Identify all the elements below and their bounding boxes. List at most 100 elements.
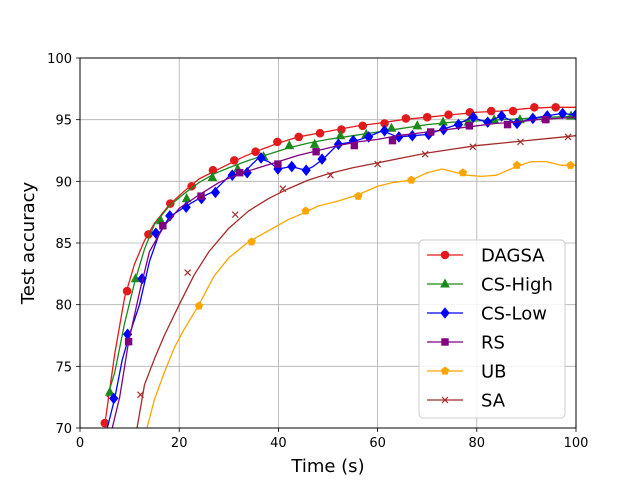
legend-label: RS xyxy=(481,333,505,354)
x-tick-label: 100 xyxy=(564,436,589,451)
legend-entry-cs-high: CS-High xyxy=(427,275,553,296)
x-tick-label: 40 xyxy=(270,436,287,451)
data-point xyxy=(364,131,374,143)
data-point xyxy=(496,110,507,122)
data-point xyxy=(159,222,167,230)
y-axis-label: Test accuracy xyxy=(18,181,39,305)
data-point xyxy=(287,160,297,173)
data-point xyxy=(104,386,115,396)
y-tick-label: 80 xyxy=(55,299,72,314)
legend-label: SA xyxy=(481,391,506,412)
data-point xyxy=(444,110,453,120)
data-point xyxy=(421,150,429,158)
data-point xyxy=(453,118,464,131)
data-point xyxy=(354,191,363,200)
data-point xyxy=(194,301,204,310)
data-point xyxy=(301,164,311,177)
legend-entry-dagsa: DAGSA xyxy=(427,246,545,267)
data-point xyxy=(412,120,423,130)
data-point xyxy=(564,133,572,141)
data-point xyxy=(274,160,282,168)
data-point xyxy=(309,138,320,148)
data-point xyxy=(422,112,432,122)
legend-entry-cs-low: CS-Low xyxy=(427,304,547,325)
data-point xyxy=(407,175,416,184)
legend-entry-ub: UB xyxy=(427,362,507,383)
data-point xyxy=(247,237,256,246)
data-point xyxy=(165,210,175,222)
series-ub xyxy=(146,160,576,428)
data-point xyxy=(530,103,539,112)
data-point xyxy=(358,121,368,131)
data-point xyxy=(256,152,266,164)
data-point xyxy=(486,106,496,116)
data-point xyxy=(273,137,282,147)
legend: DAGSA CS-High CS-Low RS UB SA xyxy=(418,239,566,419)
legend-label: UB xyxy=(481,362,507,383)
data-point xyxy=(279,185,287,193)
data-point xyxy=(566,160,575,169)
data-point xyxy=(197,192,205,200)
data-point xyxy=(517,138,524,146)
legend-marker xyxy=(441,338,449,346)
y-tick-label: 85 xyxy=(55,237,72,252)
series-sa xyxy=(136,133,576,428)
data-point xyxy=(122,286,132,296)
series-rs xyxy=(111,115,576,428)
data-point xyxy=(426,128,435,136)
data-point xyxy=(210,186,221,199)
data-point xyxy=(130,273,141,283)
legend-entry-rs: RS xyxy=(427,333,505,354)
data-point xyxy=(465,122,474,130)
data-point xyxy=(229,156,239,165)
data-point xyxy=(551,103,560,112)
data-point xyxy=(458,168,468,177)
data-point xyxy=(333,138,344,151)
data-point xyxy=(469,143,477,151)
data-point xyxy=(236,169,244,177)
data-point xyxy=(109,392,119,405)
data-point xyxy=(468,111,478,124)
data-point xyxy=(327,171,334,179)
data-point xyxy=(350,141,358,150)
y-tick-label: 70 xyxy=(55,422,72,437)
axis-ticks: 0 20 40 60 80 100 70 75 80 85 90 95 100 xyxy=(47,52,588,451)
data-point xyxy=(401,114,411,123)
data-point xyxy=(508,106,518,116)
legend-marker xyxy=(440,278,450,288)
data-point xyxy=(181,193,192,203)
data-point xyxy=(374,160,382,168)
data-point xyxy=(386,122,397,132)
data-point xyxy=(388,136,397,145)
legend-label: CS-High xyxy=(481,275,553,296)
data-point xyxy=(184,269,192,277)
data-point xyxy=(335,130,346,140)
y-tick-label: 100 xyxy=(47,52,72,67)
y-tick-label: 95 xyxy=(55,114,72,129)
legend-marker xyxy=(440,250,450,260)
x-tick-label: 0 xyxy=(76,436,84,451)
data-point xyxy=(379,124,390,137)
data-point xyxy=(315,128,325,138)
data-point xyxy=(542,115,550,124)
data-point xyxy=(284,140,295,150)
data-point xyxy=(137,391,144,399)
data-point xyxy=(124,337,133,346)
series-layer xyxy=(100,103,576,428)
data-point xyxy=(294,132,304,142)
legend-label: CS-Low xyxy=(481,304,547,325)
x-tick-label: 20 xyxy=(171,436,188,451)
data-point xyxy=(301,206,310,215)
x-tick-label: 60 xyxy=(369,436,386,451)
data-point xyxy=(207,172,218,182)
series-line-sa xyxy=(136,135,576,428)
y-tick-label: 75 xyxy=(55,360,72,375)
data-point xyxy=(231,211,239,219)
x-axis-label: Time (s) xyxy=(290,456,364,477)
legend-entry-sa: SA xyxy=(427,391,506,412)
data-point xyxy=(503,120,512,129)
legend-marker xyxy=(440,307,450,319)
data-point xyxy=(187,181,196,191)
legend-marker xyxy=(440,366,450,375)
